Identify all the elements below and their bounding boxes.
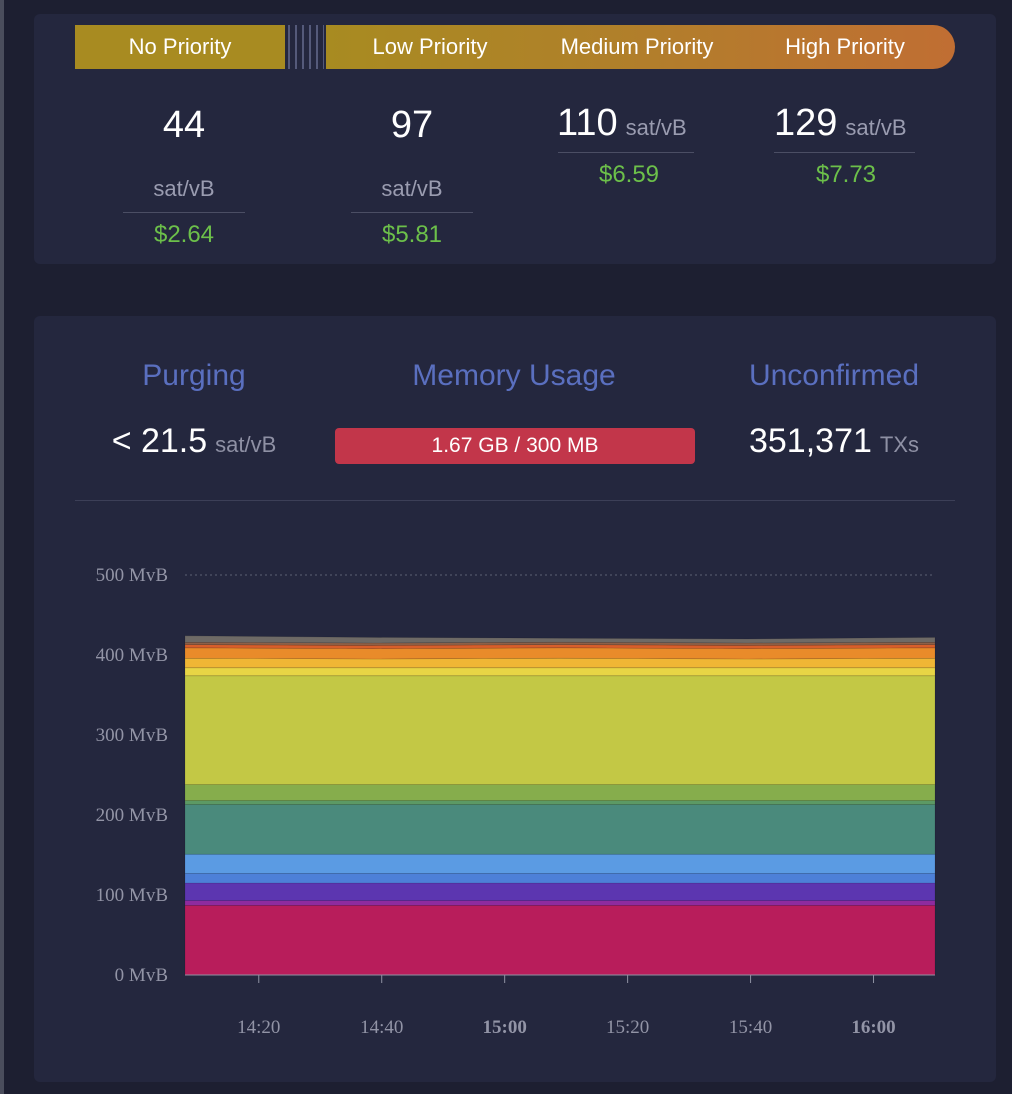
unconfirmed-unit: TXs	[879, 432, 920, 457]
priority-separator	[288, 25, 324, 69]
low-priority-usd: $5.81	[381, 221, 443, 248]
area-series-6[interactable]	[184, 800, 936, 805]
purging-title: Purging	[142, 359, 246, 392]
area-series-1[interactable]	[184, 900, 936, 906]
low-priority-rate: 97	[390, 104, 434, 146]
y-tick-label: 500 MvB	[96, 565, 168, 586]
unconfirmed-title: Unconfirmed	[748, 359, 920, 392]
medium-priority-label: Medium Priority	[560, 34, 714, 59]
high-priority-usd: $7.73	[815, 161, 877, 188]
y-tick-label: 100 MvB	[96, 885, 168, 906]
priority-gradient-bar: Low Priority Medium Priority High Priori…	[326, 25, 955, 69]
y-axis: 0 MvB 100 MvB 200 MvB 300 MvB 400 MvB 500 MvB	[96, 565, 168, 986]
unconfirmed-value: 351,371 TXs	[749, 422, 919, 461]
medium-priority-rate: 110	[557, 102, 618, 144]
x-tick-label: 14:20	[237, 1017, 280, 1038]
area-series-9[interactable]	[184, 667, 936, 677]
purging-value: < 21.5 sat/vB	[112, 422, 277, 461]
no-priority-rate: 44	[162, 104, 206, 146]
area-series-0[interactable]	[184, 905, 936, 976]
high-priority-fee: 129 sat/vB	[774, 102, 907, 145]
no-priority-unit: sat/vB	[153, 176, 215, 201]
high-priority-label: High Priority	[785, 34, 905, 59]
y-tick-label: 300 MvB	[96, 725, 168, 746]
area-series-2[interactable]	[184, 882, 936, 901]
low-priority-unit: sat/vB	[381, 176, 443, 201]
no-priority-usd: $2.64	[153, 221, 215, 248]
medium-priority-usd: $6.59	[598, 161, 660, 188]
chart-areas	[184, 635, 936, 976]
area-series-5[interactable]	[184, 804, 936, 855]
area-series-11[interactable]	[184, 647, 936, 660]
no-priority-bar: No Priority	[75, 25, 285, 69]
mempool-chart[interactable]: 0 MvB 100 MvB 200 MvB 300 MvB 400 MvB 500 MvB…	[34, 316, 996, 1082]
medium-priority-unit: sat/vB	[625, 115, 687, 140]
area-series-4[interactable]	[184, 853, 936, 874]
purging-unit: sat/vB	[215, 432, 277, 457]
memory-usage-title: Memory Usage	[412, 359, 616, 392]
stats-divider	[75, 500, 955, 501]
no-priority-label: No Priority	[128, 34, 232, 59]
area-series-3[interactable]	[184, 873, 936, 884]
area-series-10[interactable]	[184, 657, 936, 669]
x-tick-label: 14:40	[360, 1017, 403, 1038]
y-tick-label: 0 MvB	[115, 965, 168, 986]
y-tick-label: 200 MvB	[96, 805, 168, 826]
x-axis-ticks: 14:20 14:40 15:00 15:20 15:40 16:00	[237, 975, 896, 1038]
x-tick-label: 16:00	[851, 1017, 895, 1038]
medium-priority-divider	[558, 152, 694, 153]
medium-priority-fee: 110 sat/vB	[557, 102, 687, 145]
high-priority-divider	[774, 152, 915, 153]
low-priority-divider	[351, 212, 473, 213]
no-priority-divider	[123, 212, 245, 213]
x-tick-label: 15:00	[483, 1017, 527, 1038]
high-priority-rate: 129	[774, 102, 838, 144]
window-edge	[0, 0, 4, 1094]
fee-priorities-card: No Priority Low Priority Medium Priority…	[34, 14, 996, 264]
low-priority-label: Low Priority	[372, 34, 488, 59]
mempool-card: Purging Memory Usage Unconfirmed < 21.5 s…	[34, 316, 996, 1082]
x-tick-label: 15:40	[729, 1017, 772, 1038]
x-tick-label: 15:20	[606, 1017, 649, 1038]
high-priority-unit: sat/vB	[845, 115, 907, 140]
area-series-7[interactable]	[184, 784, 936, 801]
area-series-8[interactable]	[184, 675, 936, 785]
purging-rate: < 21.5	[111, 422, 208, 460]
y-tick-label: 400 MvB	[96, 645, 168, 666]
area-series-14[interactable]	[184, 635, 936, 644]
unconfirmed-count: 351,371	[748, 422, 872, 460]
memory-usage-value: 1.67 GB / 300 MB	[431, 434, 599, 457]
memory-usage-bar: 1.67 GB / 300 MB	[335, 428, 695, 464]
